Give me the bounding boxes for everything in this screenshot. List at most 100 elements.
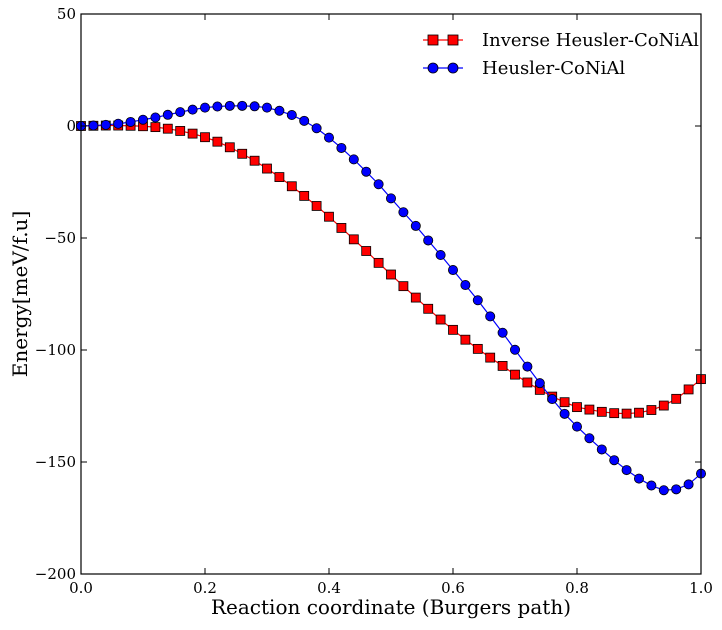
series-0-point — [150, 122, 161, 133]
series-1-point — [634, 473, 645, 484]
series-1-point — [249, 101, 260, 112]
axis-ticks: 0.0 0.2 0.4 0.6 0.8 1.0 50 0 −50 −100 −150 −200 — [35, 5, 713, 597]
x-tick-label: 0.4 — [317, 579, 341, 597]
legend-marker-heusler-right — [447, 62, 459, 74]
series-1-point — [162, 109, 173, 120]
series-0-point — [522, 377, 533, 388]
series-0-point — [348, 234, 359, 245]
series-1-point — [150, 112, 161, 123]
plot-area — [76, 100, 707, 496]
series-1-point — [348, 154, 359, 165]
series-1-point — [261, 102, 272, 113]
series-1-point — [509, 344, 520, 355]
series-1-point — [621, 465, 632, 476]
series-0-point — [324, 211, 334, 222]
series-1-point — [398, 207, 409, 218]
series-0-point — [634, 407, 644, 418]
series-1-point — [361, 166, 372, 177]
series-1-point — [547, 394, 558, 405]
series-1-point — [199, 102, 210, 113]
series-1-point — [187, 104, 198, 115]
series-0-point — [237, 148, 248, 159]
series-1-point — [646, 480, 657, 491]
x-axis-label: Reaction coordinate (Burgers path) — [211, 595, 571, 619]
series-0-point — [584, 404, 595, 415]
series-1-point — [274, 105, 285, 116]
series-1-point — [671, 484, 682, 495]
legend-marker-inverse-heusler — [427, 34, 439, 46]
series-0-point — [572, 402, 582, 413]
series-1-point — [497, 327, 508, 338]
series-0-point — [373, 257, 384, 268]
series-0-point — [398, 281, 409, 292]
series-1-point — [683, 479, 694, 490]
plot-frame — [80, 13, 702, 575]
series-1-point — [522, 361, 533, 372]
series-0-point — [658, 400, 669, 411]
series-0-point — [386, 269, 396, 280]
series-1-point — [336, 142, 347, 153]
series-1-point — [100, 119, 111, 130]
x-tick-label: 0.2 — [193, 579, 217, 597]
series-0-point — [175, 126, 186, 136]
series-1-point — [534, 378, 545, 389]
series-0-point — [596, 406, 607, 417]
series-1-point — [175, 107, 186, 118]
series-0-point — [472, 343, 483, 354]
series-0-point — [410, 292, 421, 303]
series-1-point — [224, 100, 235, 111]
series-1-point — [212, 101, 223, 112]
series-1-point — [125, 116, 136, 127]
y-tick-label: −150 — [35, 453, 76, 471]
series-1-point — [559, 408, 570, 419]
series-0-point — [435, 314, 446, 325]
series-1-point — [88, 120, 99, 131]
series-0-point — [621, 408, 632, 419]
series-0-point — [609, 408, 620, 419]
series-1-point — [385, 193, 396, 204]
series-0-point — [646, 405, 657, 415]
series-1-point — [286, 110, 297, 121]
series-1-point — [609, 455, 620, 466]
series-0-point — [448, 324, 458, 335]
y-tick-label: 0 — [66, 117, 76, 135]
series-0-point — [162, 123, 173, 134]
series-1-point — [373, 179, 384, 190]
series-0-point — [249, 155, 260, 166]
series-1-point — [423, 235, 434, 246]
y-tick-label: −200 — [35, 565, 76, 583]
series-0-point — [361, 246, 372, 256]
series-1-point — [137, 114, 148, 125]
y-tick-label: 50 — [57, 5, 76, 23]
x-tick-label: 0.8 — [565, 579, 589, 597]
x-tick-label: 0.6 — [441, 579, 465, 597]
series-0-point — [336, 223, 347, 233]
series-1-point — [460, 280, 471, 291]
series-0-point — [559, 397, 570, 408]
series-0-point — [311, 201, 322, 211]
y-axis-label: Energy[meV/f.u] — [8, 211, 32, 378]
legend-label-heusler: Heusler-CoNiAl — [482, 58, 625, 79]
y-tick-label: −100 — [35, 341, 76, 359]
legend-marker-heusler — [427, 62, 439, 74]
series-1-point — [311, 123, 322, 134]
series-0-point — [286, 181, 297, 192]
series-1-point — [447, 265, 458, 276]
series-0-point — [423, 303, 434, 314]
series-1-point — [584, 433, 595, 444]
series-1-point — [435, 250, 446, 261]
series-1-point — [323, 132, 334, 143]
series-1-point — [113, 118, 124, 129]
series-0-point — [299, 190, 310, 201]
series-1-point — [485, 311, 496, 322]
series-0-point — [200, 132, 210, 143]
series-0-point — [683, 384, 694, 395]
series-0-point — [460, 334, 471, 345]
series-1-point — [472, 295, 483, 306]
x-tick-label: 1.0 — [689, 579, 713, 597]
series-1-point — [596, 444, 607, 455]
series-0-point — [212, 136, 223, 147]
legend-label-inverse-heusler: Inverse Heusler-CoNiAl — [482, 30, 699, 51]
